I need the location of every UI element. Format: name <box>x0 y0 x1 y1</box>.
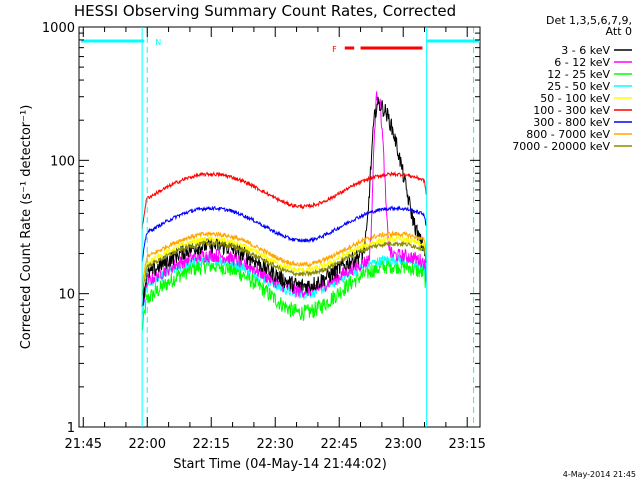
y-tick-label: 10 <box>58 288 75 303</box>
series-line <box>141 258 427 331</box>
series-line <box>141 205 427 262</box>
x-tick-label: 22:30 <box>256 437 293 452</box>
legend-entry-label: 3 - 6 keV <box>561 44 610 57</box>
y-tick-label: 1 <box>67 421 75 436</box>
y-tick-label: 100 <box>50 154 75 169</box>
x-tick-label: 23:00 <box>384 437 421 452</box>
y-axis-label: Corrected Count Rate (s⁻¹ detector⁻¹) <box>19 105 34 350</box>
y-tick-label: 1000 <box>42 21 75 36</box>
observing-annotations: NF <box>81 27 480 427</box>
axes: 21:45 22:00 22:15 22:30 22:45 23:00 23:15 1 10 10… <box>42 21 486 452</box>
x-tick-label: 22:45 <box>320 437 357 452</box>
legend-entry-label: 12 - 25 keV <box>547 68 610 81</box>
x-tick-label: 22:00 <box>129 437 166 452</box>
chart-title: HESSI Observing Summary Count Rates, Cor… <box>74 2 456 20</box>
x-tick-label: 21:45 <box>65 437 102 452</box>
legend-title: Att 0 <box>606 25 632 38</box>
legend-title: Det 1,3,5,6,7,9, <box>546 14 632 27</box>
series-line <box>141 239 427 296</box>
legend-entry-label: 7000 - 20000 keV <box>512 140 610 153</box>
flare-label: F <box>332 45 337 54</box>
x-axis-label: Start Time (04-May-14 21:44:02) <box>173 457 387 472</box>
footer-timestamp: 4-May-2014 21:45 <box>563 470 636 479</box>
legend-entry-label: 100 - 300 keV <box>533 104 610 117</box>
series-line <box>141 230 427 286</box>
night-label: N <box>155 38 161 47</box>
plot-frame <box>78 26 481 428</box>
legend-entry-label: 6 - 12 keV <box>554 56 610 69</box>
legend-entry-label: 800 - 7000 keV <box>526 128 610 141</box>
series-line <box>141 235 427 293</box>
legend-entry-label: 25 - 50 keV <box>547 80 610 93</box>
legend-entry-label: 50 - 100 keV <box>540 92 610 105</box>
x-tick-label: 22:15 <box>193 437 230 452</box>
x-tick-label: 23:15 <box>448 437 485 452</box>
series-layer <box>141 91 427 331</box>
legend-entry-label: 300 - 800 keV <box>533 116 610 129</box>
series-line <box>141 171 427 229</box>
